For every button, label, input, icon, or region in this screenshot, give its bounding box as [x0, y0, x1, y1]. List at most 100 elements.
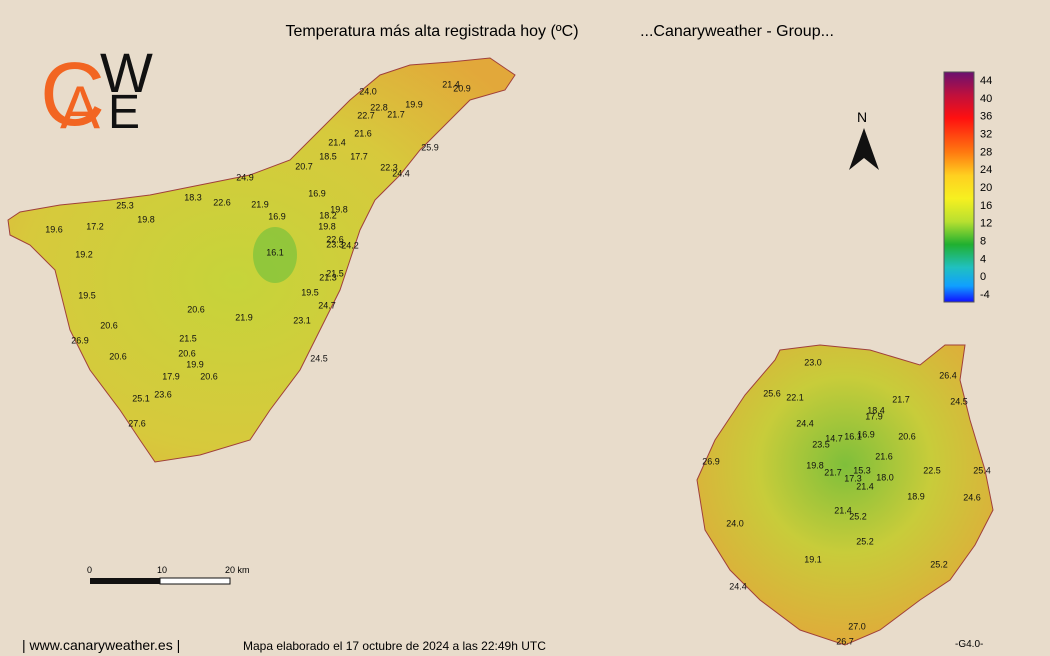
station-value: 15.3	[853, 465, 871, 475]
station-value: 19.5	[301, 287, 319, 297]
station-value: 20.6	[100, 320, 118, 330]
legend-tick-label: 12	[980, 218, 992, 230]
station-value: 23.0	[804, 357, 822, 367]
station-value: 16.9	[308, 188, 326, 198]
station-value: 22.5	[923, 465, 941, 475]
station-value: 25.3	[116, 200, 134, 210]
station-value: 24.6	[963, 492, 981, 502]
legend-tick-label: 16	[980, 200, 992, 212]
station-value: 19.8	[806, 460, 824, 470]
logo-letter: A	[60, 74, 100, 141]
station-value: 20.6	[200, 371, 218, 381]
station-value: 26.9	[71, 335, 89, 345]
station-value: 20.6	[898, 431, 916, 441]
station-value: 18.0	[876, 472, 894, 482]
station-value: 27.6	[128, 418, 146, 428]
station-value: 19.2	[75, 249, 93, 259]
scale-label: 10	[157, 565, 167, 575]
station-value: 19.8	[318, 221, 336, 231]
station-value: 26.9	[702, 456, 720, 466]
station-value: 18.5	[319, 151, 337, 161]
station-value: 21.4	[856, 481, 874, 491]
station-value: 25.2	[856, 536, 874, 546]
station-value: 25.1	[132, 393, 150, 403]
station-value: 17.9	[162, 371, 180, 381]
station-value: 18.3	[184, 192, 202, 202]
scale-bar	[159, 577, 231, 585]
legend-tick-label: 24	[980, 164, 992, 176]
station-value: 14.7	[825, 433, 843, 443]
station-value: 25.4	[973, 465, 991, 475]
station-value: 25.2	[849, 511, 867, 521]
station-value: 21.9	[235, 312, 253, 322]
station-value: 22.1	[786, 392, 804, 402]
legend-tick-label: 0	[980, 271, 986, 283]
station-value: 24.7	[318, 300, 336, 310]
station-value: 18.9	[907, 491, 925, 501]
footer-note: Mapa elaborado el 17 octubre de 2024 a l…	[243, 639, 546, 653]
station-value: 16.1	[844, 431, 862, 441]
scale-label: 0	[87, 565, 92, 575]
station-value: 21.6	[354, 128, 372, 138]
station-value: 21.5	[179, 333, 197, 343]
station-value: 21.4	[328, 137, 346, 147]
station-value: 21.7	[824, 467, 842, 477]
station-value: 24.4	[392, 168, 410, 178]
station-value: 20.6	[178, 348, 196, 358]
station-value: 21.3	[319, 272, 337, 282]
legend-tick-label: 4	[980, 253, 986, 265]
station-value: 21.7	[387, 109, 405, 119]
legend-tick-label: 32	[980, 129, 992, 141]
station-value: 23.5	[812, 439, 830, 449]
station-value: 18.2	[319, 210, 337, 220]
station-value: 19.8	[137, 214, 155, 224]
station-value: 19.8	[330, 204, 348, 214]
station-value: 18.4	[867, 405, 885, 415]
station-value: 16.9	[857, 429, 875, 439]
title: Temperatura más alta registrada hoy (ºC)	[285, 23, 578, 40]
scale-bar	[90, 578, 160, 584]
station-value: 21.5	[326, 268, 344, 278]
station-value: 26.7	[836, 636, 854, 646]
compass-arrow	[849, 128, 879, 170]
station-value: 19.9	[405, 99, 423, 109]
station-value: 21.4	[834, 505, 852, 515]
station-value: 17.2	[86, 221, 104, 231]
station-value: 22.6	[326, 234, 344, 244]
station-value: 26.4	[939, 370, 957, 380]
station-value: 23.3	[326, 239, 344, 249]
station-value: 19.5	[78, 290, 96, 300]
compass-label: N	[857, 109, 867, 125]
footer-site: | www.canaryweather.es |	[22, 637, 180, 653]
station-value: 21.4	[442, 79, 460, 89]
station-value: 24.0	[726, 518, 744, 528]
logo-letter: C	[40, 45, 105, 145]
station-value: 24.5	[950, 396, 968, 406]
logo-letter: E	[108, 86, 140, 139]
summit-area	[253, 227, 297, 283]
station-value: 24.5	[310, 353, 328, 363]
station-value: 17.3	[844, 473, 862, 483]
scale-label: 20 km	[225, 565, 250, 575]
color-bar	[943, 71, 975, 303]
gran-canaria	[696, 344, 994, 646]
station-value: 24.4	[796, 418, 814, 428]
legend-tick-label: 36	[980, 111, 992, 123]
station-value: 21.9	[251, 199, 269, 209]
legend-tick-label: -4	[980, 289, 990, 301]
station-value: 22.7	[357, 110, 375, 120]
legend-tick-label: 44	[980, 75, 992, 87]
station-value: 23.1	[293, 315, 311, 325]
station-value: 19.9	[186, 359, 204, 369]
station-value: 19.1	[804, 554, 822, 564]
station-value: 20.9	[453, 83, 471, 93]
station-value: 20.6	[187, 304, 205, 314]
station-value: 16.9	[268, 211, 286, 221]
station-value: 24.2	[341, 240, 359, 250]
station-value: 25.2	[930, 559, 948, 569]
station-value: 23.6	[154, 389, 172, 399]
station-value: 17.7	[350, 151, 368, 161]
legend-tick-label: 8	[980, 236, 986, 248]
station-value: 22.3	[380, 162, 398, 172]
